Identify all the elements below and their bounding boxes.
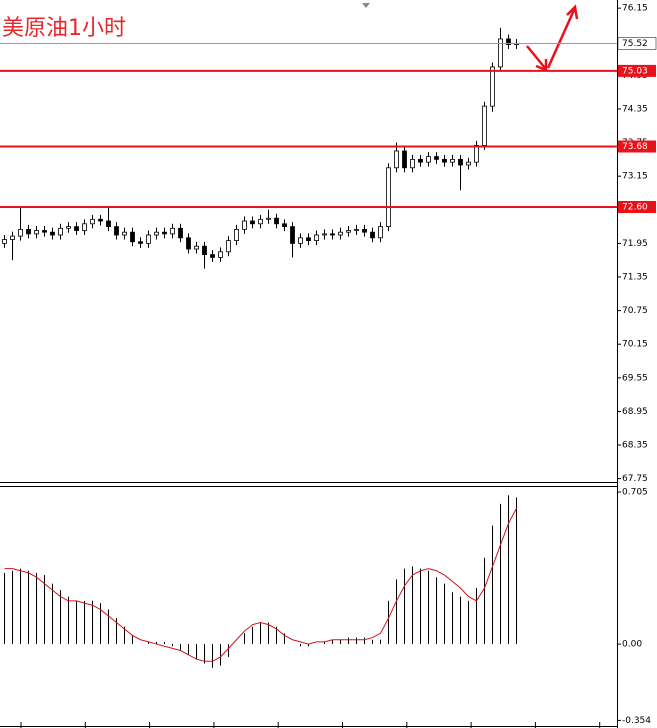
- candle-body: [178, 227, 183, 239]
- level-box: [618, 64, 656, 77]
- candle-body: [202, 245, 207, 256]
- level-box: [618, 140, 656, 153]
- level-label: 75.03: [622, 66, 648, 76]
- candle-body: [306, 237, 311, 241]
- candle-body: [66, 226, 71, 229]
- y-tick-label: -0.354: [622, 716, 651, 726]
- candle-body: [234, 228, 239, 241]
- candle-body: [138, 241, 143, 244]
- candle-body: [266, 217, 271, 220]
- candle-body: [274, 217, 279, 225]
- candle-body: [498, 38, 503, 68]
- candle-body: [50, 231, 55, 236]
- y-tick-label: 73.15: [622, 172, 648, 182]
- candle-body: [386, 167, 391, 227]
- candle-body: [26, 228, 31, 235]
- candle-body: [410, 158, 415, 169]
- candle-body: [474, 144, 479, 163]
- candle-body: [290, 226, 295, 244]
- candle-body: [338, 231, 343, 236]
- candle-body: [106, 220, 111, 227]
- y-tick-label: 67.75: [622, 474, 648, 484]
- candle-body: [330, 233, 335, 236]
- candle-body: [130, 231, 135, 243]
- candle-body: [250, 220, 255, 225]
- candle-body: [426, 156, 431, 163]
- candle-body: [314, 234, 319, 241]
- current-price-label: 75.52: [622, 39, 648, 49]
- candle-body: [34, 230, 39, 235]
- candle-body: [90, 218, 95, 225]
- candle-body: [458, 158, 463, 166]
- candle-body: [226, 240, 231, 253]
- current-price-box: [617, 37, 657, 50]
- candle-body: [370, 231, 375, 239]
- candle-body: [122, 231, 127, 236]
- time-ticks: [20, 722, 601, 728]
- y-tick-label: 70.75: [622, 306, 648, 316]
- annotation-arrows: [526, 4, 579, 72]
- candle-body: [298, 237, 303, 244]
- candle-body: [154, 231, 159, 236]
- y-tick-label: 70.15: [622, 340, 648, 350]
- y-tick-label: 68.35: [622, 441, 648, 451]
- y-tick-label: 74.35: [622, 104, 648, 114]
- level-box: [618, 200, 656, 213]
- candle-body: [442, 158, 447, 163]
- candle-body: [378, 226, 383, 239]
- arrow: [546, 9, 576, 69]
- candle-body: [10, 235, 15, 240]
- level-label: 73.68: [622, 142, 648, 152]
- y-tick-label: 76.15: [622, 4, 648, 14]
- level-label: 72.60: [622, 202, 648, 212]
- candle-body: [2, 239, 7, 244]
- candle-body: [282, 223, 287, 227]
- candle-body: [114, 226, 119, 236]
- candle-body: [186, 237, 191, 250]
- candle-body: [82, 223, 87, 231]
- candle-body: [42, 230, 47, 233]
- y-tick-label: 71.95: [622, 239, 648, 249]
- candle-body: [162, 231, 167, 235]
- y-tick-label: 68.95: [622, 407, 648, 417]
- candle-body: [258, 218, 263, 225]
- candle-body: [394, 150, 399, 169]
- candle-body: [170, 227, 175, 235]
- candle-body: [466, 161, 471, 166]
- shift-marker: [362, 3, 370, 8]
- candle-body: [210, 254, 215, 258]
- arrow-head: [566, 4, 579, 20]
- candle-body: [362, 228, 367, 233]
- y-tick-label: 69.55: [622, 373, 648, 383]
- candle-body: [346, 230, 351, 233]
- candle-body: [74, 226, 79, 231]
- y-tick-label: 0.705: [622, 488, 648, 498]
- candle-body: [490, 66, 495, 107]
- y-tick-label: 0.00: [622, 640, 642, 650]
- candle-body: [482, 105, 487, 146]
- chart-title: 美原油1小时: [2, 16, 126, 41]
- candle-body: [354, 228, 359, 231]
- y-tick-label: 71.35: [622, 273, 648, 283]
- candle-body: [98, 218, 103, 222]
- candle-body: [194, 245, 199, 250]
- candle-body: [506, 38, 511, 45]
- candle-body: [322, 233, 327, 236]
- candle-body: [218, 251, 223, 258]
- candle-body: [146, 234, 151, 244]
- candle-body: [450, 158, 455, 163]
- signal-line: [4, 507, 517, 662]
- candle-body: [434, 156, 439, 160]
- candle-body: [418, 158, 423, 163]
- candle-body: [18, 228, 23, 237]
- candle-body: [242, 220, 247, 230]
- candle-body: [58, 227, 63, 236]
- candle-body: [402, 150, 407, 169]
- arrow: [526, 45, 546, 69]
